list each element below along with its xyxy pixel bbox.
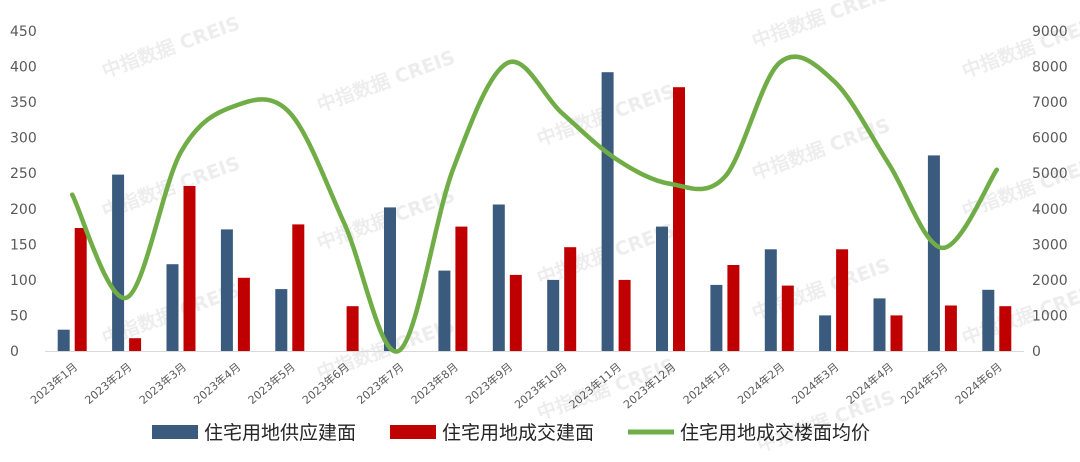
supply-area-bar: [764, 249, 777, 351]
x-axis-tick-label: 2024年1月: [680, 360, 733, 407]
right-axis-tick-label: 2000: [1032, 273, 1068, 289]
watermark-text: 中指数据 CREIS: [749, 114, 893, 185]
supply-area-bar: [57, 329, 70, 351]
legend-swatch: [390, 425, 436, 439]
right-axis-tick-label: 0: [1032, 344, 1041, 360]
transaction-area-bar: [183, 186, 196, 351]
transaction-area-bar: [292, 224, 305, 351]
transaction-area-bar: [890, 315, 903, 351]
watermark-text: 中指数据 CREIS: [314, 46, 458, 117]
left-axis-tick-label: 150: [10, 237, 37, 253]
right-axis-tick-label: 5000: [1032, 166, 1068, 182]
right-axis-tick-label: 7000: [1032, 95, 1068, 111]
x-axis-tick-label: 2023年9月: [463, 360, 516, 407]
transaction-area-bar: [836, 249, 849, 351]
transaction-area-bar: [129, 338, 142, 351]
supply-area-bar: [438, 270, 451, 351]
watermark-text: 中指数据 CREIS: [749, 0, 893, 53]
transaction-area-bar: [781, 285, 794, 351]
legend: 住宅用地供应建面 住宅用地成交建面 住宅用地成交楼面均价: [152, 422, 870, 444]
transaction-area-bar: [618, 279, 631, 351]
transaction-area-bar: [673, 87, 685, 351]
transaction-area-bar: [999, 306, 1012, 351]
x-axis-tick-label: 2024年6月: [952, 360, 1005, 407]
right-y-axis: 0 1000 2000 3000 4000 5000 6000 7000 8000 9000: [1032, 24, 1068, 360]
x-axis-tick-label: 2023年5月: [245, 360, 298, 407]
supply-area-bar: [275, 289, 288, 351]
transaction-area-bar: [509, 274, 522, 351]
right-axis-tick-label: 3000: [1032, 237, 1068, 253]
left-axis-tick-label: 0: [10, 344, 19, 360]
x-axis-tick-label: 2024年5月: [898, 360, 951, 407]
transaction-area-bar: [564, 247, 577, 351]
watermark-text: 中指数据 CREIS: [99, 12, 243, 83]
bars-layer: [57, 72, 1012, 351]
legend-label: 住宅用地成交楼面均价: [680, 422, 870, 444]
supply-area-bar: [384, 207, 396, 351]
supply-area-bar: [927, 155, 940, 351]
supply-area-bar: [819, 315, 832, 351]
left-axis-tick-label: 350: [10, 95, 37, 111]
x-axis-tick-label: 2023年3月: [136, 360, 189, 407]
transaction-area-bar: [455, 226, 468, 351]
supply-area-bar: [492, 204, 505, 351]
supply-area-bar: [710, 284, 723, 351]
supply-area-bar: [873, 298, 886, 351]
transaction-area-bar: [74, 228, 87, 351]
left-axis-tick-label: 300: [10, 131, 37, 147]
supply-area-bar: [112, 174, 125, 351]
avg-price-line: [69, 54, 1000, 354]
left-axis-tick-label: 50: [10, 308, 28, 324]
x-axis-tick-label: 2023年2月: [82, 360, 135, 407]
right-axis-tick-label: 9000: [1032, 24, 1068, 40]
left-axis-tick-label: 250: [10, 166, 37, 182]
supply-area-bar: [601, 72, 614, 351]
left-axis-tick-label: 450: [10, 24, 37, 40]
left-y-axis: 0 50 100 150 200 250 300 350 400 450: [10, 24, 37, 360]
right-axis-tick-label: 8000: [1032, 60, 1068, 76]
supply-area-bar: [547, 279, 560, 351]
supply-area-bar: [166, 264, 179, 351]
right-axis-tick-label: 6000: [1032, 131, 1068, 147]
left-axis-tick-label: 200: [10, 202, 37, 218]
line-layer: [69, 54, 1000, 354]
legend-label: 住宅用地成交建面: [442, 422, 594, 444]
x-axis-tick-label: 2024年3月: [789, 360, 842, 407]
supply-area-bar: [656, 226, 668, 351]
right-axis-tick-label: 1000: [1032, 308, 1068, 324]
right-axis-tick-label: 4000: [1032, 202, 1068, 218]
x-axis-tick-label: 2023年8月: [408, 360, 461, 407]
transaction-area-bar: [727, 265, 740, 351]
transaction-area-bar: [944, 305, 957, 351]
supply-area-bar: [982, 289, 995, 351]
left-axis-tick-label: 100: [10, 273, 37, 289]
left-axis-tick-label: 400: [10, 60, 37, 76]
transaction-area-bar: [346, 306, 359, 351]
transaction-area-bar: [237, 277, 250, 351]
x-axis-tick-label: 2023年1月: [27, 360, 80, 407]
supply-area-bar: [220, 229, 233, 351]
x-axis-tick-label: 2023年4月: [191, 360, 244, 407]
legend-swatch: [152, 425, 198, 439]
x-axis-tick-label: 2024年2月: [735, 360, 788, 407]
legend-label: 住宅用地供应建面: [204, 422, 356, 444]
